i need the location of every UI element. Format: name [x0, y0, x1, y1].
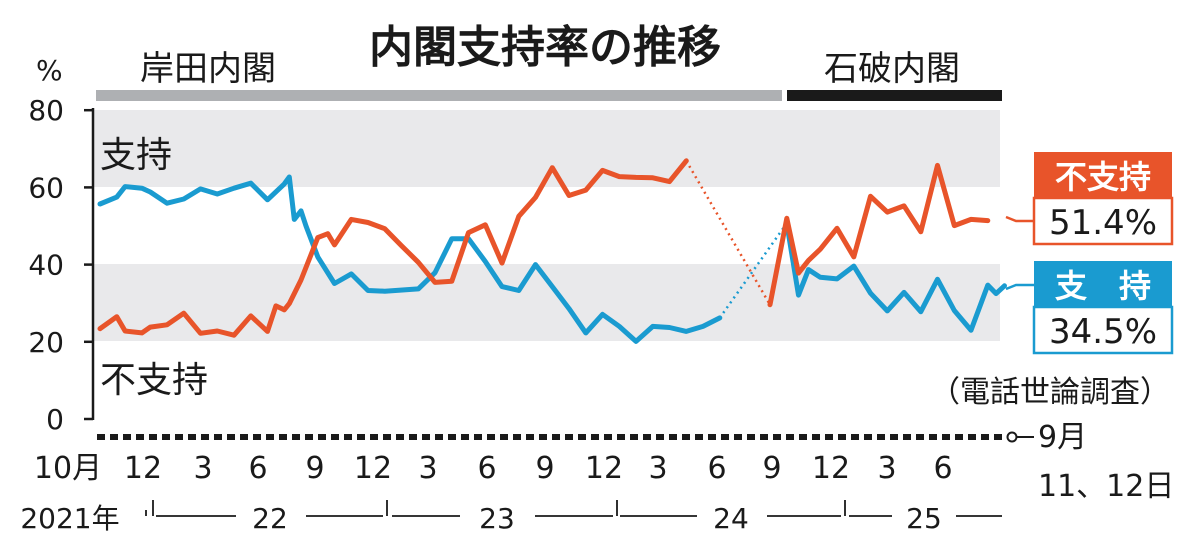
x-tick-label: 9 [535, 451, 554, 486]
year-label: 24 [713, 502, 749, 535]
nonsupport-label-box [1034, 152, 1172, 198]
x-tick-label: 6 [933, 451, 952, 486]
nonsupport-leader [1005, 215, 1034, 223]
x-tick-label: 9 [762, 451, 781, 486]
x-tick-label: 3 [877, 451, 896, 486]
y-tick-label: 20 [28, 326, 64, 359]
latest-marker [1006, 431, 1018, 443]
inline-label-support: 支持 [100, 135, 172, 176]
cabinet-ishiba-bar [787, 90, 1002, 101]
cabinet-kishida-label: 岸田内閣 [140, 49, 276, 89]
y-unit: % [36, 54, 63, 87]
year-label: 25 [906, 502, 942, 535]
support-label: 支 持 [1055, 267, 1151, 305]
y-tick-label: 40 [28, 249, 64, 282]
cabinet-kishida-bar [96, 90, 782, 101]
nonsupport-transition-dotted [685, 160, 772, 306]
x-tick-label: 10月 [34, 451, 102, 486]
x-tick-label: 9 [305, 451, 324, 486]
chart-title: 内閣支持率の推移 [369, 22, 721, 73]
nonsupport-value: 51.4% [1049, 203, 1157, 243]
support-line-segment-1 [97, 174, 723, 344]
year-label: 23 [479, 502, 515, 535]
support-label-box [1034, 261, 1172, 307]
y-tick-label: 60 [28, 171, 64, 204]
support-value: 34.5% [1049, 312, 1157, 352]
source-note: （電話世論調査） [930, 375, 1170, 410]
support-value-box [1032, 305, 1174, 355]
x-tick-label: 12 [812, 451, 850, 486]
y-tick-label: 80 [28, 94, 64, 127]
support-line-segment-2 [784, 220, 1007, 333]
support-leader [1005, 283, 1034, 291]
nonsupport-line-segment-2 [767, 162, 991, 308]
x-tick-label: 6 [707, 451, 726, 486]
x-tick-label: 12 [585, 451, 623, 486]
y-tick-label: 0 [46, 403, 64, 436]
x-tick-label: 12 [124, 451, 162, 486]
inline-label-nonsupport: 不支持 [100, 360, 208, 401]
x-tick-label: 6 [477, 451, 496, 486]
nonsupport-label: 不支持 [1055, 158, 1151, 196]
x-tick-label: 3 [418, 451, 437, 486]
nonsupport-line-segment-1 [97, 158, 689, 338]
x-tick-label: 3 [648, 451, 667, 486]
x-tick-label: 12 [354, 451, 392, 486]
year-label: 22 [252, 502, 288, 535]
latest-date-days: 11、12日 [1038, 469, 1174, 504]
cabinet-ishiba-label: 石破内閣 [824, 49, 960, 89]
year-label: 2021年 [20, 502, 119, 535]
x-tick-label: 6 [248, 451, 267, 486]
support-transition-dotted [718, 222, 788, 319]
latest-date-month: 9月 [1038, 420, 1087, 455]
x-tick-label: 3 [193, 451, 212, 486]
